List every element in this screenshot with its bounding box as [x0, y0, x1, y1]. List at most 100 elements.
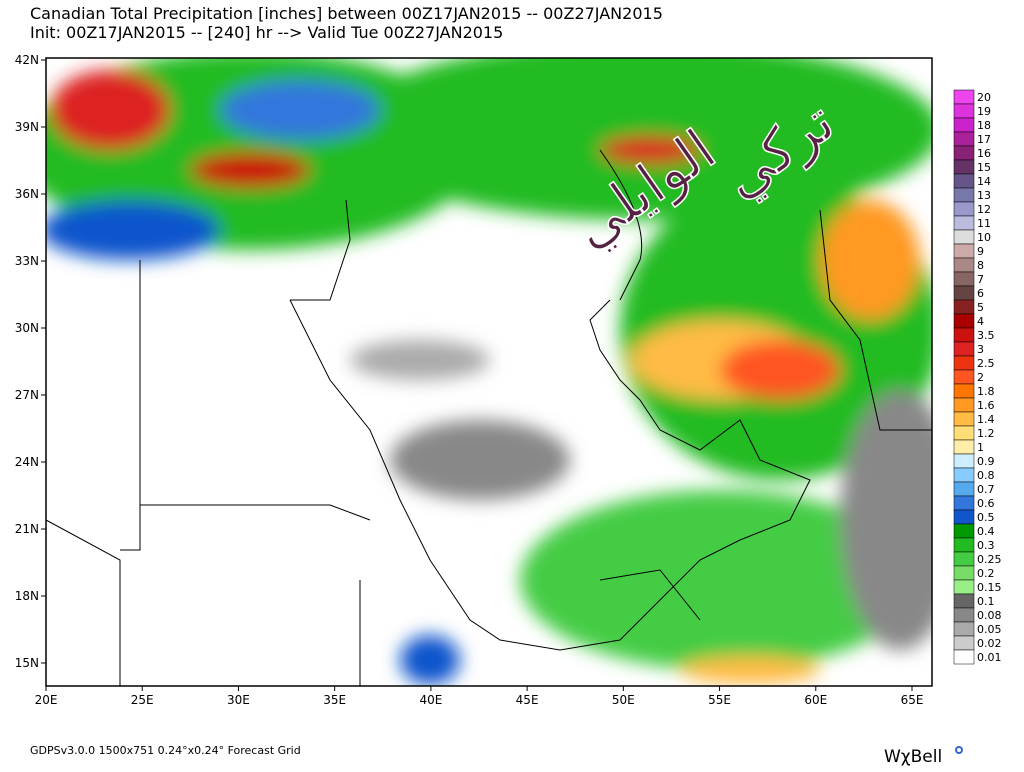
- colorbar-cell: [953, 579, 975, 595]
- colorbar-cell: [953, 243, 975, 259]
- colorbar-cell: [953, 425, 975, 441]
- lon-label: 35E: [323, 693, 346, 707]
- lon-label: 50E: [612, 693, 635, 707]
- colorbar-cell: [953, 145, 975, 161]
- colorbar-cell: [953, 341, 975, 357]
- lon-label: 45E: [516, 693, 539, 707]
- lon-axis: 20E 25E 30E 35E 40E 45E 50E 55E 60E 65E: [35, 686, 924, 707]
- colorbar-label: 6: [977, 287, 984, 300]
- colorbar-cell: [953, 89, 975, 105]
- colorbar-cell: [953, 355, 975, 371]
- lat-label: 30N: [15, 321, 39, 335]
- colorbar-label: 1.8: [977, 385, 995, 398]
- colorbar-label: 0.8: [977, 469, 995, 482]
- colorbar-cell: [953, 453, 975, 469]
- lat-label: 42N: [15, 53, 39, 67]
- lat-axis: 42N 39N 36N 33N 30N 27N 24N 21N 18N 15N: [15, 53, 46, 670]
- colorbar-label: 0.2: [977, 567, 995, 580]
- colorbar-cell: [953, 103, 975, 119]
- colorbar-cell: [953, 467, 975, 483]
- colorbar-cell: [953, 397, 975, 413]
- colorbar-cell: [953, 523, 975, 539]
- colorbar-label: 3: [977, 343, 984, 356]
- colorbar-label: 10: [977, 231, 991, 244]
- lat-label: 24N: [15, 455, 39, 469]
- colorbar-label: 20: [977, 91, 991, 104]
- colorbar-label: 12: [977, 203, 991, 216]
- colorbar-cell: [953, 509, 975, 525]
- colorbar-label: 0.05: [977, 623, 1002, 636]
- precip-field: [46, 58, 932, 685]
- lat-label: 39N: [15, 120, 39, 134]
- colorbar-cell: [953, 383, 975, 399]
- colorbar-cell: [953, 215, 975, 231]
- colorbar-cell: [953, 299, 975, 315]
- colorbar-cell: [953, 173, 975, 189]
- colorbar-cell: [953, 593, 975, 609]
- colorbar-label: 0.5: [977, 511, 995, 524]
- colorbar-label: 19: [977, 105, 991, 118]
- colorbar-label: 2.5: [977, 357, 995, 370]
- colorbar-label: 0.4: [977, 525, 995, 538]
- colorbar-label: 1.4: [977, 413, 995, 426]
- lat-label: 36N: [15, 187, 39, 201]
- colorbar-label: 0.9: [977, 455, 995, 468]
- colorbar-cell: [953, 201, 975, 217]
- colorbar-cell: [953, 621, 975, 637]
- colorbar-cell: [953, 551, 975, 567]
- map-frame: [45, 57, 933, 687]
- footer-info: GDPSv3.0.0 1500x751 0.24°x0.24° Forecast…: [30, 744, 301, 757]
- colorbar-label: 0.08: [977, 609, 1002, 622]
- colorbar-cell: [953, 439, 975, 455]
- colorbar-label: 5: [977, 301, 984, 314]
- colorbar-label: 0.25: [977, 553, 1002, 566]
- colorbar-label: 18: [977, 119, 991, 132]
- colorbar-label: 1.6: [977, 399, 995, 412]
- colorbar-label: 4: [977, 315, 984, 328]
- lon-label: 60E: [804, 693, 827, 707]
- colorbar-cell: [953, 565, 975, 581]
- lon-label: 30E: [227, 693, 250, 707]
- colorbar-cell: [953, 327, 975, 343]
- colorbar-label: 15: [977, 161, 991, 174]
- logo: WχBell: [884, 747, 942, 767]
- colorbar-cell: [953, 481, 975, 497]
- colorbar-cell: [953, 271, 975, 287]
- colorbar-label: 13: [977, 189, 991, 202]
- lon-label: 40E: [419, 693, 442, 707]
- colorbar-label: 1.2: [977, 427, 995, 440]
- colorbar-cell: [953, 117, 975, 133]
- colorbar-cell: [953, 411, 975, 427]
- colorbar-cell: [953, 313, 975, 329]
- lat-label: 27N: [15, 388, 39, 402]
- colorbar-label: 0.01: [977, 651, 1002, 664]
- coastlines: [46, 149, 932, 686]
- colorbar-label: 0.7: [977, 483, 995, 496]
- title-line2: Init: 00Z17JAN2015 -- [240] hr --> Valid…: [30, 23, 503, 42]
- colorbar-label: 14: [977, 175, 991, 188]
- colorbar-label: 0.1: [977, 595, 995, 608]
- colorbar-cell: [953, 187, 975, 203]
- colorbar-cell: [953, 607, 975, 623]
- colorbar-label: 0.6: [977, 497, 995, 510]
- lon-label: 20E: [35, 693, 58, 707]
- lat-label: 18N: [15, 589, 39, 603]
- lon-label: 65E: [901, 693, 924, 707]
- colorbar-cell: [953, 495, 975, 511]
- colorbar-label: 11: [977, 217, 991, 230]
- colorbar-label: 0.3: [977, 539, 995, 552]
- lat-label: 21N: [15, 522, 39, 536]
- colorbar-label: 0.15: [977, 581, 1002, 594]
- colorbar: 20191817161514131211109876543.532.521.81…: [953, 89, 1002, 665]
- lon-label: 55E: [708, 693, 731, 707]
- colorbar-label: 17: [977, 133, 991, 146]
- colorbar-label: 3.5: [977, 329, 995, 342]
- colorbar-label: 0.02: [977, 637, 1002, 650]
- colorbar-label: 9: [977, 245, 984, 258]
- colorbar-cell: [953, 537, 975, 553]
- colorbar-cell: [953, 285, 975, 301]
- colorbar-label: 1: [977, 441, 984, 454]
- colorbar-cell: [953, 369, 975, 385]
- lat-label: 33N: [15, 254, 39, 268]
